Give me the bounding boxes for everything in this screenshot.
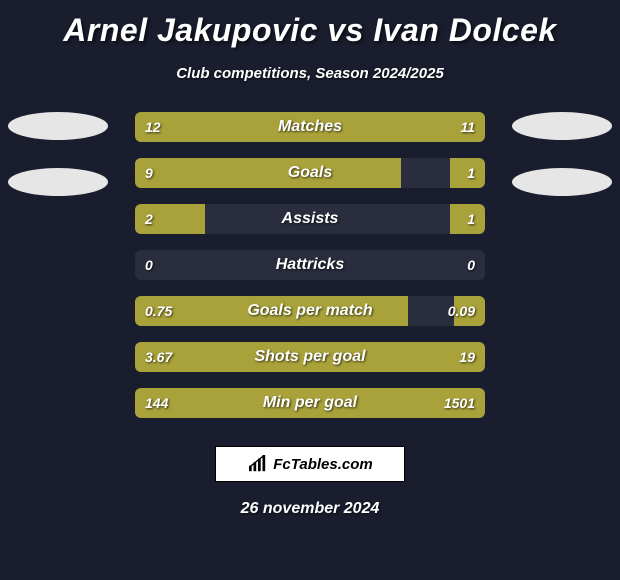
bar-fill-right [450,204,485,234]
stat-row: Hattricks0 0 [135,250,485,280]
brand-text: FcTables.com [273,456,372,473]
ellipse-placeholder [512,112,612,140]
stat-value-right: 0 [457,250,485,280]
left-player-badges [8,112,108,196]
subtitle: Club competitions, Season 2024/2025 [0,65,620,82]
bar-fill-right [167,388,486,418]
stat-row: Min per goal1441501 [135,388,485,418]
stat-row: Assists21 [135,204,485,234]
chart-icon [247,455,269,473]
stat-row: Goals91 [135,158,485,188]
stat-row: Shots per goal3.6719 [135,342,485,372]
bar-fill-left [135,112,317,142]
stat-value-left: 0 [135,250,163,280]
ellipse-placeholder [8,112,108,140]
right-player-badges [512,112,612,196]
bar-fill-left [135,204,205,234]
stat-label: Hattricks [135,250,485,280]
ellipse-placeholder [512,168,612,196]
stat-row: Matches1211 [135,112,485,142]
bar-fill-right [450,158,485,188]
ellipse-placeholder [8,168,108,196]
stat-bars: Matches1211 Goals91 Assists21 Hattricks0 0 Go… [135,112,485,418]
page-title: Arnel Jakupovic vs Ivan Dolcek [0,0,620,49]
bar-fill-right [191,342,485,372]
bar-fill-left [135,342,191,372]
bar-fill-right [454,296,486,326]
brand-badge[interactable]: FcTables.com [215,446,405,482]
stat-row: Goals per match0.750.09 [135,296,485,326]
bar-fill-left [135,388,167,418]
date-label: 26 november 2024 [0,500,620,518]
bar-fill-left [135,296,408,326]
comparison-chart: Matches1211 Goals91 Assists21 Hattricks0 0 Go… [0,112,620,418]
bar-fill-left [135,158,401,188]
bar-fill-right [317,112,485,142]
